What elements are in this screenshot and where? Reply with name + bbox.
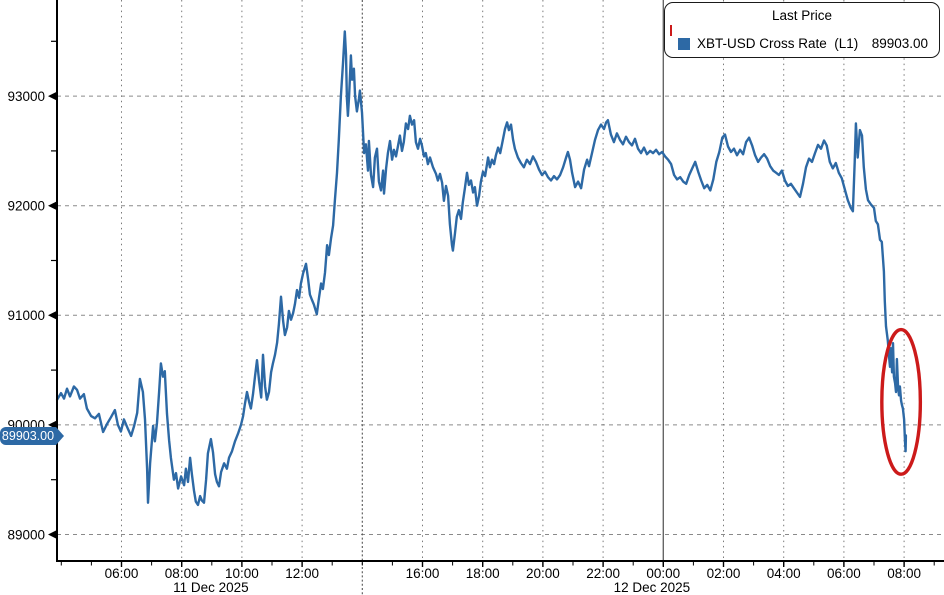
series-last-price: 89903.00 [871,36,928,51]
x-gridlines [121,0,905,561]
svg-text:06:00: 06:00 [105,566,139,581]
svg-text:12 Dec 2025: 12 Dec 2025 [614,580,691,595]
svg-text:89000: 89000 [7,527,45,542]
x-axis-labels: 06:00 08:00 10:00 12:00 16:00 18:00 20:00 22:00… [105,561,921,581]
svg-text:10:00: 10:00 [225,566,259,581]
svg-text:22:00: 22:00 [586,566,620,581]
svg-text:18:00: 18:00 [466,566,500,581]
annotation-ellipse [880,327,923,476]
svg-text:06:00: 06:00 [827,566,861,581]
svg-text:08:00: 08:00 [887,566,921,581]
legend-title: Last Price [771,8,833,23]
svg-text:11 Dec 2025: 11 Dec 2025 [173,580,249,595]
price-line [55,30,908,507]
series-swatch-icon [678,37,690,50]
series-name: XBT-USD Cross Rate (L1) [697,36,859,51]
svg-text:04:00: 04:00 [767,566,801,581]
legend-series-row[interactable]: XBT-USD Cross Rate (L1) 89903.00 [678,36,928,51]
day-separator-lines [361,0,664,595]
svg-text:92000: 92000 [7,199,45,214]
svg-text:00:00: 00:00 [646,566,680,581]
svg-text:16:00: 16:00 [406,566,440,581]
svg-text:93000: 93000 [7,89,45,104]
last-price-badge: 89903.00 [0,427,64,445]
svg-text:12:00: 12:00 [285,566,319,581]
y-gridlines [57,95,944,535]
legend-red-tick-icon [670,25,672,36]
svg-text:08:00: 08:00 [165,566,199,581]
svg-text:91000: 91000 [7,308,45,323]
svg-text:02:00: 02:00 [707,566,741,581]
legend-box: Last Price XBT-USD Cross Rate (L1) 89903… [664,2,940,58]
x-axis-date-labels: 11 Dec 2025 12 Dec 2025 [173,580,690,595]
svg-text:20:00: 20:00 [526,566,560,581]
